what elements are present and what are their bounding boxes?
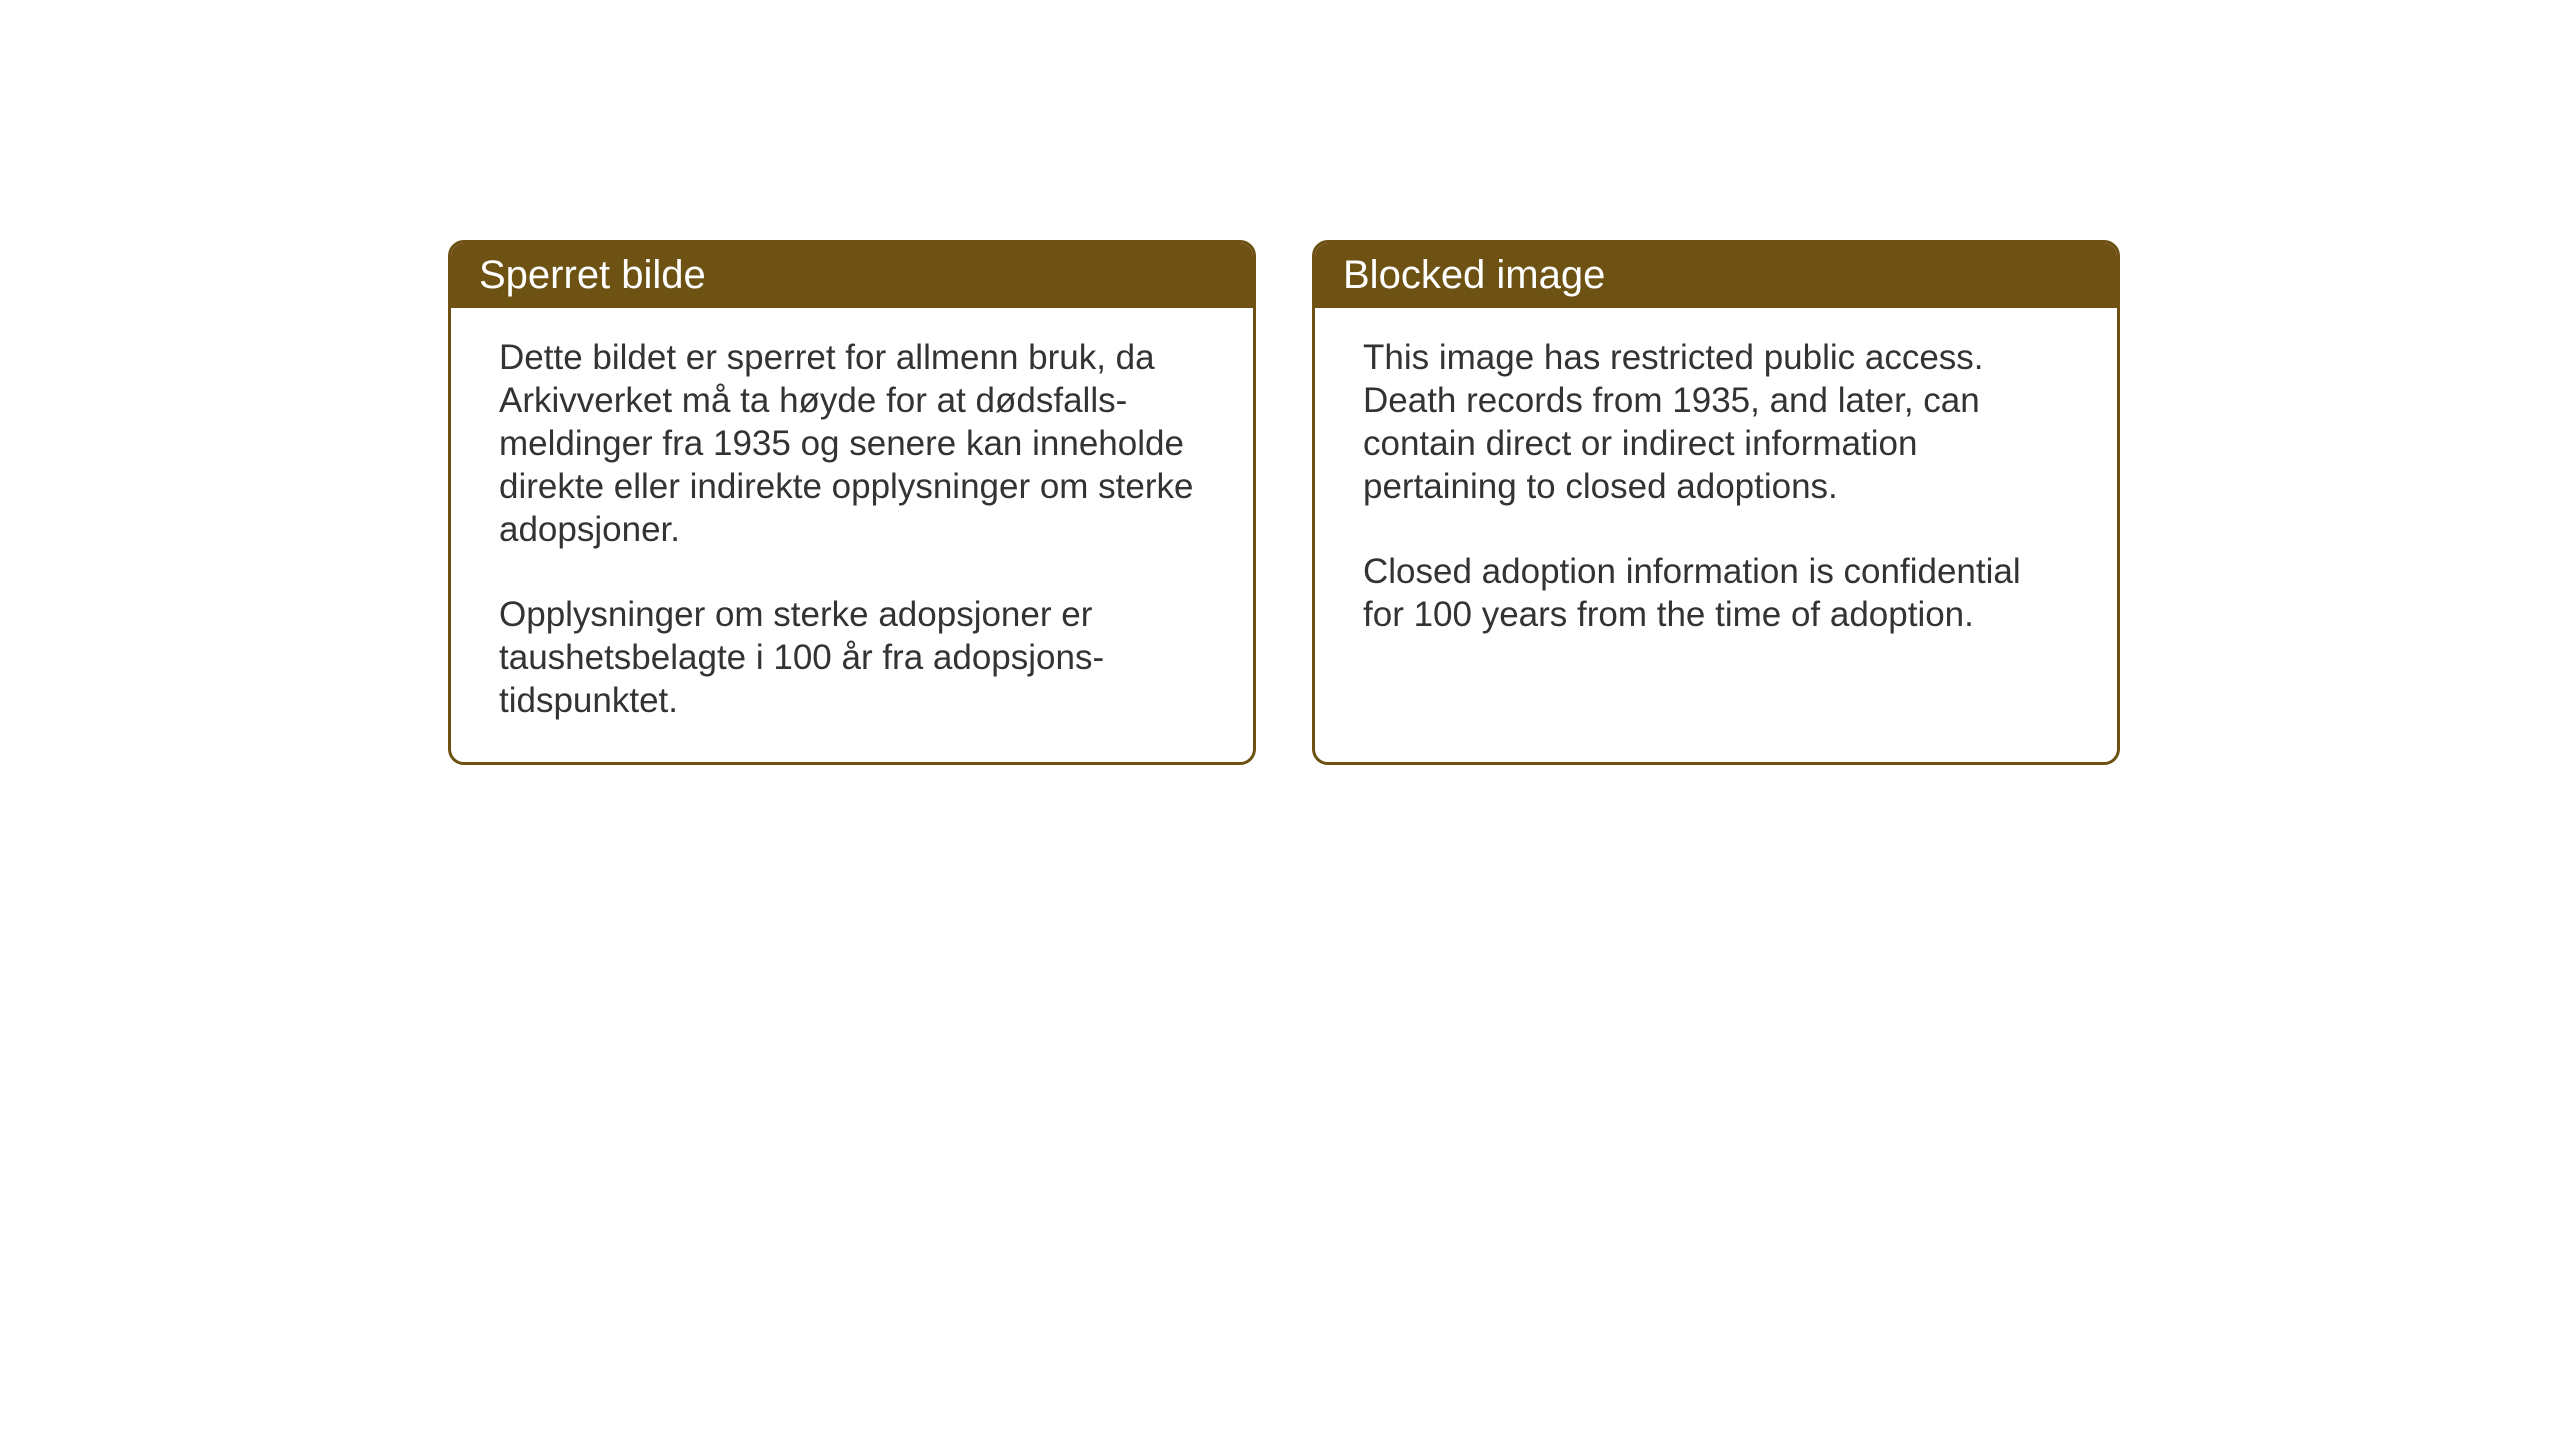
norwegian-card-body: Dette bildet er sperret for allmenn bruk…	[451, 308, 1253, 762]
norwegian-paragraph-1: Dette bildet er sperret for allmenn bruk…	[499, 336, 1205, 551]
english-paragraph-1: This image has restricted public access.…	[1363, 336, 2069, 508]
english-card-title: Blocked image	[1315, 243, 2117, 308]
norwegian-paragraph-2: Opplysninger om sterke adopsjoner er tau…	[499, 593, 1205, 722]
norwegian-card-title: Sperret bilde	[451, 243, 1253, 308]
english-paragraph-2: Closed adoption information is confident…	[1363, 550, 2069, 636]
notice-cards-container: Sperret bilde Dette bildet er sperret fo…	[448, 240, 2120, 765]
norwegian-notice-card: Sperret bilde Dette bildet er sperret fo…	[448, 240, 1256, 765]
english-card-body: This image has restricted public access.…	[1315, 308, 2117, 676]
english-notice-card: Blocked image This image has restricted …	[1312, 240, 2120, 765]
